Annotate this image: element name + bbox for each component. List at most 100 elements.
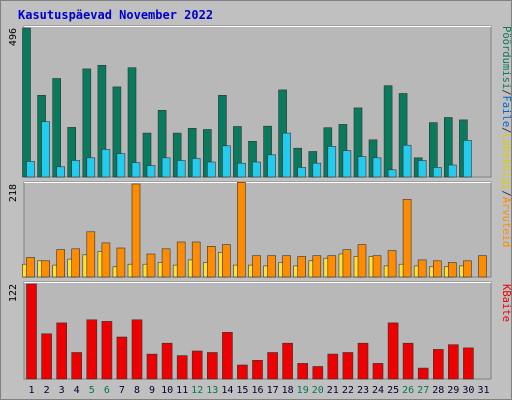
day-label: 6 [104, 385, 110, 396]
kbytes-bar [131, 319, 143, 380]
files-bar [237, 162, 246, 178]
kbytes-bar [56, 322, 68, 380]
legend-hits: Pöördumisi [500, 26, 512, 89]
visits-bar [146, 253, 156, 278]
visits-bar [116, 247, 126, 278]
day-label: 16 [251, 385, 263, 396]
files-bar [463, 140, 472, 178]
visits-bar [252, 255, 261, 278]
hits-bar [22, 27, 31, 178]
kbytes-bar [357, 342, 369, 380]
visits-bar [432, 260, 442, 278]
day-label: 22 [342, 385, 354, 396]
visits-bar [101, 242, 111, 278]
files-bar [297, 167, 307, 178]
visits-bar [207, 246, 216, 278]
visits-bar [447, 262, 457, 278]
kbytes-bar [387, 322, 399, 380]
kbytes-bar [463, 347, 474, 380]
files-bar [312, 162, 322, 178]
files-bar [86, 157, 96, 178]
svg-text:Pöördumisi/Faile/Lehekülgi/Arv: Pöördumisi/Faile/Lehekülgi/Arvuteid [500, 26, 512, 247]
kbytes-bar [297, 363, 309, 380]
files-bar [402, 144, 412, 178]
visits-bar [237, 182, 246, 278]
day-label: 24 [372, 385, 384, 396]
kbytes-bar [161, 342, 173, 380]
hits-bar [383, 85, 393, 178]
kbytes-bar [327, 353, 339, 380]
visits-panel: 218 [8, 181, 492, 278]
day-label: 10 [161, 385, 173, 396]
day-label: 20 [312, 385, 324, 396]
legend-top: Pöördumisi/Faile/Lehekülgi/Arvuteid [500, 26, 512, 247]
kbytes-bar [282, 342, 293, 380]
visits-bar [297, 256, 307, 278]
visits-bar [402, 199, 412, 278]
kbytes-bar [86, 319, 98, 380]
visits-bar [372, 255, 382, 278]
legend-visits: Arvuteid [500, 197, 512, 248]
kbytes-bar [432, 349, 444, 380]
day-label: 9 [149, 385, 155, 396]
day-label: 28 [432, 385, 444, 396]
files-bar [432, 167, 442, 178]
hits-bar [127, 67, 137, 178]
visits-bar [131, 183, 141, 278]
files-bar [282, 132, 291, 178]
kbytes-bar [417, 367, 429, 380]
files-bar [161, 157, 171, 178]
files-bar [207, 161, 216, 178]
panel-max-label: 218 [8, 184, 19, 202]
files-bar [372, 157, 382, 178]
kbytes-bar [402, 342, 414, 380]
files-bar [327, 146, 337, 178]
visits-bar [176, 241, 186, 278]
files-bar [267, 154, 276, 178]
files-bar [222, 145, 231, 178]
files-bar [176, 160, 186, 178]
day-label: 29 [447, 385, 459, 396]
kbytes-bar [116, 336, 128, 380]
kbytes-bar [191, 350, 203, 380]
visits-bar [26, 257, 35, 278]
files-bar [101, 149, 111, 178]
day-label: 17 [267, 385, 279, 396]
day-label: 31 [477, 385, 489, 396]
day-label: 19 [297, 385, 309, 396]
visits-bar [71, 248, 80, 278]
day-label: 5 [89, 385, 95, 396]
visits-bar [191, 241, 201, 278]
files-bar [41, 121, 50, 178]
day-label: 4 [74, 385, 80, 396]
kbytes-bar [447, 344, 459, 380]
panel-background [23, 25, 492, 178]
kbytes-bar [146, 353, 158, 380]
day-label: 18 [282, 385, 294, 396]
day-label: 30 [462, 385, 474, 396]
files-bar [116, 153, 126, 178]
visits-bar [463, 260, 472, 278]
visits-bar [312, 255, 322, 278]
visits-bar [86, 231, 96, 278]
day-label: 15 [236, 385, 248, 396]
legend-kbytes: KBaite [500, 284, 512, 322]
day-label: 21 [327, 385, 339, 396]
day-labels: 1 2 3 4 5 6 7 8 9 10 11 12 13 14 15 16 17 18 19 20 21 22 23 24 2… [28, 385, 489, 396]
kbytes-bar [176, 355, 188, 380]
hits-panel: 496 [8, 25, 492, 178]
files-bar [26, 161, 35, 178]
visits-bar [56, 249, 66, 278]
files-bar [146, 165, 156, 178]
kbytes-bar [267, 352, 278, 380]
kbytes-bar [101, 321, 113, 380]
visits-bar [282, 255, 291, 278]
files-bar [131, 162, 141, 178]
files-bar [342, 150, 352, 178]
day-label: 2 [44, 385, 50, 396]
kbytes-bar [312, 366, 324, 380]
visits-bar [327, 255, 337, 278]
visits-bar [161, 248, 171, 278]
